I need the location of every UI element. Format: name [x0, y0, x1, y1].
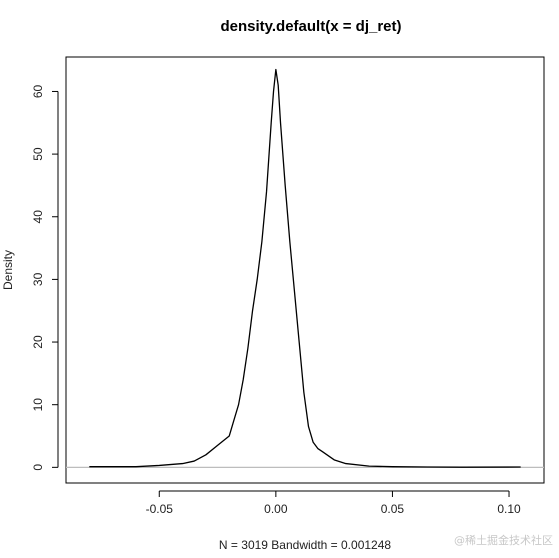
chart-title: density.default(x = dj_ret) [220, 18, 401, 35]
y-tick-label: 60 [31, 84, 45, 98]
y-tick-label: 10 [31, 398, 45, 412]
y-tick-label: 40 [31, 210, 45, 224]
y-axis: 0 10 20 30 40 50 60 [31, 84, 59, 471]
x-tick-label: -0.05 [146, 502, 174, 516]
x-tick-label: 0.05 [381, 502, 405, 516]
y-tick-label: 30 [31, 272, 45, 286]
y-axis-label: Density [1, 250, 15, 290]
y-tick-label: 50 [31, 147, 45, 161]
x-axis: -0.05 0.00 0.05 0.10 [146, 490, 521, 516]
y-tick-label: 0 [31, 464, 45, 471]
x-axis-label: N = 3019 Bandwidth = 0.001248 [219, 538, 391, 552]
plot-frame [65, 56, 545, 484]
density-series [89, 68, 521, 468]
x-tick-label: 0.10 [497, 502, 521, 516]
y-tick-label: 20 [31, 335, 45, 349]
x-tick-label: 0.00 [264, 502, 288, 516]
watermark-text: @稀土掘金技术社区 [454, 533, 553, 547]
density-curve [89, 68, 521, 468]
